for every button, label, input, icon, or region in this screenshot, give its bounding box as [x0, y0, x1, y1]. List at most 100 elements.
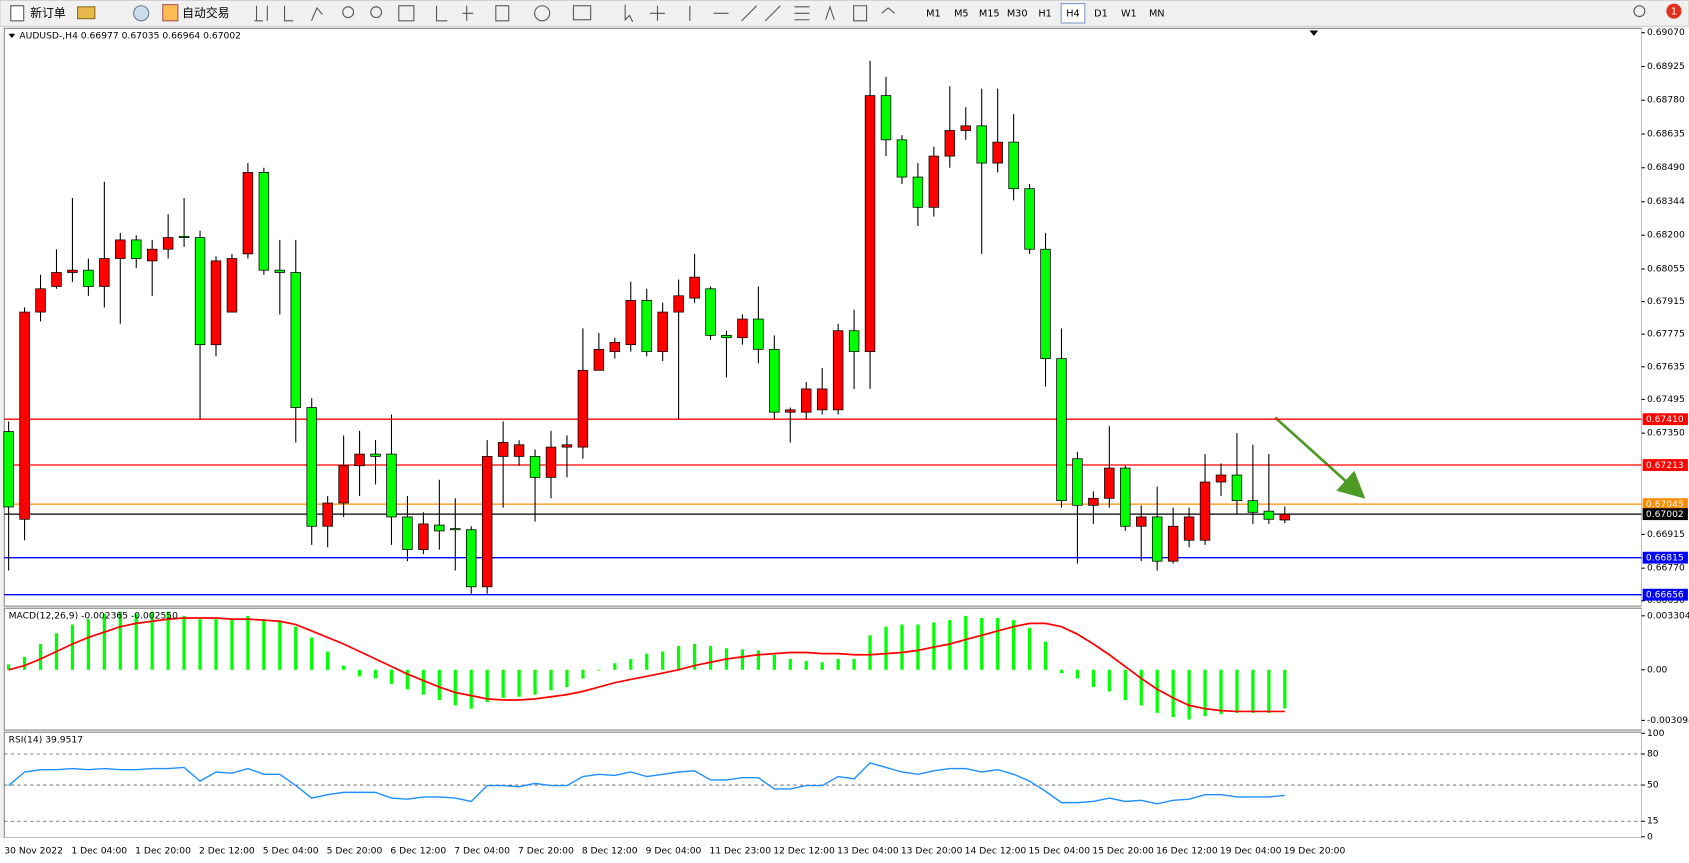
x-tick-label: 15 Dec 04:00	[1028, 845, 1090, 856]
x-tick-label: 5 Dec 04:00	[263, 845, 319, 856]
search[interactable]	[1633, 5, 1646, 18]
icon[interactable]	[133, 5, 150, 22]
y-tick-label: 0.66915	[1647, 529, 1685, 540]
candle-body	[226, 258, 238, 313]
timeframe-button[interactable]: M30	[1007, 8, 1028, 19]
candle-body	[1120, 467, 1131, 527]
rsi-line	[8, 762, 1285, 805]
candle-body	[194, 237, 206, 346]
y-tick-label: 0.68200	[1647, 230, 1685, 241]
candle-body	[545, 446, 557, 478]
timeframe-button[interactable]: W1	[1121, 8, 1137, 19]
templates[interactable]	[572, 5, 592, 21]
candle-body	[146, 248, 158, 262]
candle-body	[737, 318, 748, 339]
main-panel	[3, 27, 1643, 607]
candle-body	[83, 269, 94, 287]
icon[interactable]	[77, 6, 96, 20]
x-tick-label: 16 Dec 12:00	[1156, 845, 1218, 856]
timeframe-button[interactable]: H4	[1066, 8, 1079, 19]
auto-trading-button[interactable]: 自动交易	[182, 6, 229, 20]
y-tick-label: 0.66770	[1647, 563, 1685, 574]
candle-body	[497, 442, 509, 457]
x-tick-label: 7 Dec 04:00	[454, 845, 510, 856]
drawing-tools[interactable]	[624, 4, 895, 23]
notification-badge[interactable]	[1666, 3, 1682, 19]
candle-body	[513, 444, 525, 457]
tile[interactable]	[398, 5, 415, 22]
candle-body	[529, 456, 541, 478]
y-tick-label: 0.00	[1647, 664, 1668, 675]
level-label-box	[1642, 498, 1688, 511]
candle-body	[1040, 248, 1051, 360]
x-tick-label: 8 Dec 12:00	[582, 845, 638, 856]
candle-body	[689, 276, 700, 299]
scroll-icons[interactable]	[435, 5, 474, 22]
candle-body	[386, 453, 397, 518]
timeframe-button[interactable]: M15	[979, 8, 1000, 19]
candle-body	[450, 528, 461, 531]
zoom-in[interactable]	[342, 6, 355, 19]
candle-body	[657, 311, 668, 353]
signal-line	[8, 617, 1285, 713]
candle-body	[561, 444, 573, 448]
candle-body	[577, 369, 589, 448]
candle-body	[832, 330, 844, 411]
timeframe-button[interactable]: H1	[1038, 8, 1051, 19]
candle-body	[418, 523, 429, 550]
level-label: 0.66656	[1646, 590, 1684, 601]
collapse-marker[interactable]	[8, 33, 16, 39]
candle-body	[1247, 500, 1259, 513]
y-tick-label: 50	[1647, 780, 1659, 791]
candle-body	[1072, 458, 1083, 506]
y-tick-label: 0.67495	[1647, 394, 1685, 405]
candle-body	[976, 125, 987, 164]
y-tick-label: 0.003304	[1647, 610, 1689, 621]
toolbar-items: 新订单 自动交易	[30, 6, 229, 20]
candle-body	[912, 176, 924, 208]
candle-body	[1056, 358, 1067, 502]
candle-body	[801, 388, 812, 413]
panel-title: MACD(12,26,9) -0.002365 -0.002550	[9, 610, 179, 621]
candle-body	[258, 172, 270, 271]
candle-body	[721, 334, 732, 339]
timeframe-button[interactable]: M1	[926, 8, 941, 19]
candle-body	[625, 300, 636, 346]
timeframe-button[interactable]: M5	[954, 8, 969, 19]
level-label-box	[1642, 413, 1688, 426]
timeframe-button[interactable]: MN	[1149, 8, 1165, 19]
timeframe-button[interactable]: D1	[1094, 8, 1108, 19]
x-tick-label: 5 Dec 20:00	[327, 845, 383, 856]
zoom-out[interactable]	[370, 6, 383, 19]
candle-body	[1136, 516, 1147, 527]
candle-body	[338, 465, 349, 504]
candle-body	[896, 139, 908, 178]
auto-trading-icon[interactable]	[162, 4, 179, 22]
candle-body	[960, 125, 971, 131]
periods[interactable]	[534, 5, 551, 22]
candle-body	[864, 95, 876, 353]
level-label: 0.66815	[1646, 553, 1684, 564]
candle-body	[1008, 141, 1019, 190]
new-order-icon[interactable]	[10, 5, 25, 22]
candle-body	[1199, 481, 1211, 541]
candle-body	[402, 516, 413, 550]
level-label: 0.67002	[1646, 509, 1684, 520]
candle-body	[466, 529, 477, 588]
x-tick-label: 19 Dec 04:00	[1220, 845, 1282, 856]
candle-body	[816, 388, 828, 411]
candle-body	[1215, 474, 1227, 483]
level-label-box	[1642, 508, 1688, 521]
x-tick-label: 6 Dec 12:00	[390, 845, 446, 856]
candle-body	[481, 456, 493, 588]
new-order-button[interactable]: 新订单	[30, 6, 66, 20]
active-timeframe	[1060, 3, 1086, 24]
candle-body	[242, 172, 254, 255]
chart-type-icons[interactable]	[254, 5, 323, 22]
x-tick-label: 9 Dec 04:00	[646, 845, 702, 856]
indicators[interactable]	[495, 5, 510, 22]
y-tick-label: 0.66630	[1647, 595, 1685, 606]
candle-body	[1263, 510, 1275, 520]
